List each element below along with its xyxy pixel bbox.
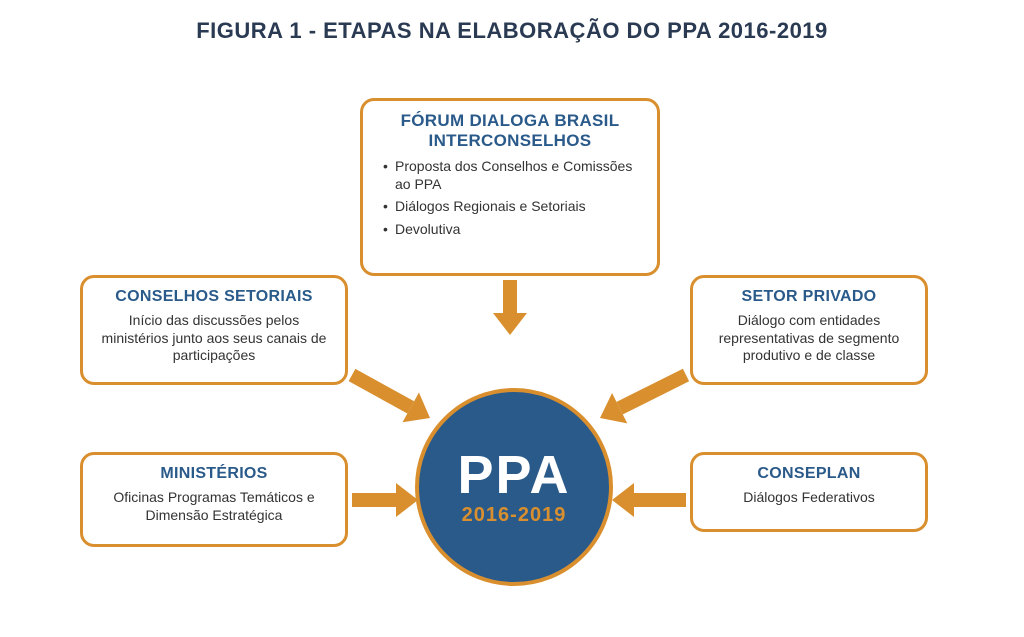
box-setor-privado-body: Diálogo com entidades representativas de… — [707, 312, 911, 365]
arrow-right-upper-head — [600, 393, 627, 423]
arrow-right-upper-shaft — [617, 369, 690, 415]
ppa-label: PPA — [457, 448, 570, 502]
box-conselhos-body: Início das discussões pelos ministérios … — [97, 312, 331, 365]
box-ministerios-body: Oficinas Programas Temáticos e Dimensão … — [97, 489, 331, 524]
box-conseplan: CONSEPLAN Diálogos Federativos — [690, 452, 928, 532]
box-forum-dialoga: FÓRUM DIALOGA BRASIL INTERCONSELHOS Prop… — [360, 98, 660, 276]
ppa-years: 2016-2019 — [462, 504, 567, 527]
box-forum-bullet-3: Devolutiva — [383, 220, 637, 238]
box-ministerios-title: MINISTÉRIOS — [97, 465, 331, 483]
box-forum-list: Proposta dos Conselhos e Comissões ao PP… — [377, 157, 643, 238]
arrow-left-upper-shaft — [349, 369, 414, 414]
box-conseplan-body: Diálogos Federativos — [707, 489, 911, 507]
arrow-right-lower-head — [612, 483, 634, 517]
box-forum-bullet-1: Proposta dos Conselhos e Comissões ao PP… — [383, 157, 637, 193]
arrow-right-lower-shaft — [634, 493, 686, 507]
box-ministerios: MINISTÉRIOS Oficinas Programas Temáticos… — [80, 452, 348, 547]
box-forum-title: FÓRUM DIALOGA BRASIL INTERCONSELHOS — [377, 111, 643, 151]
box-conselhos-setoriais: CONSELHOS SETORIAIS Início das discussõe… — [80, 275, 348, 385]
arrow-top-shaft — [503, 280, 517, 313]
ppa-circle: PPA 2016-2019 — [415, 388, 613, 586]
box-setor-privado-title: SETOR PRIVADO — [707, 288, 911, 306]
box-forum-bullet-2: Diálogos Regionais e Setoriais — [383, 197, 637, 215]
box-conselhos-title: CONSELHOS SETORIAIS — [97, 288, 331, 306]
box-conseplan-title: CONSEPLAN — [707, 465, 911, 483]
arrow-left-lower-shaft — [352, 493, 396, 507]
arrow-top-head — [493, 313, 527, 335]
arrow-left-upper-head — [403, 392, 430, 422]
box-setor-privado: SETOR PRIVADO Diálogo com entidades repr… — [690, 275, 928, 385]
figure-title: FIGURA 1 - ETAPAS NA ELABORAÇÃO DO PPA 2… — [0, 18, 1024, 44]
